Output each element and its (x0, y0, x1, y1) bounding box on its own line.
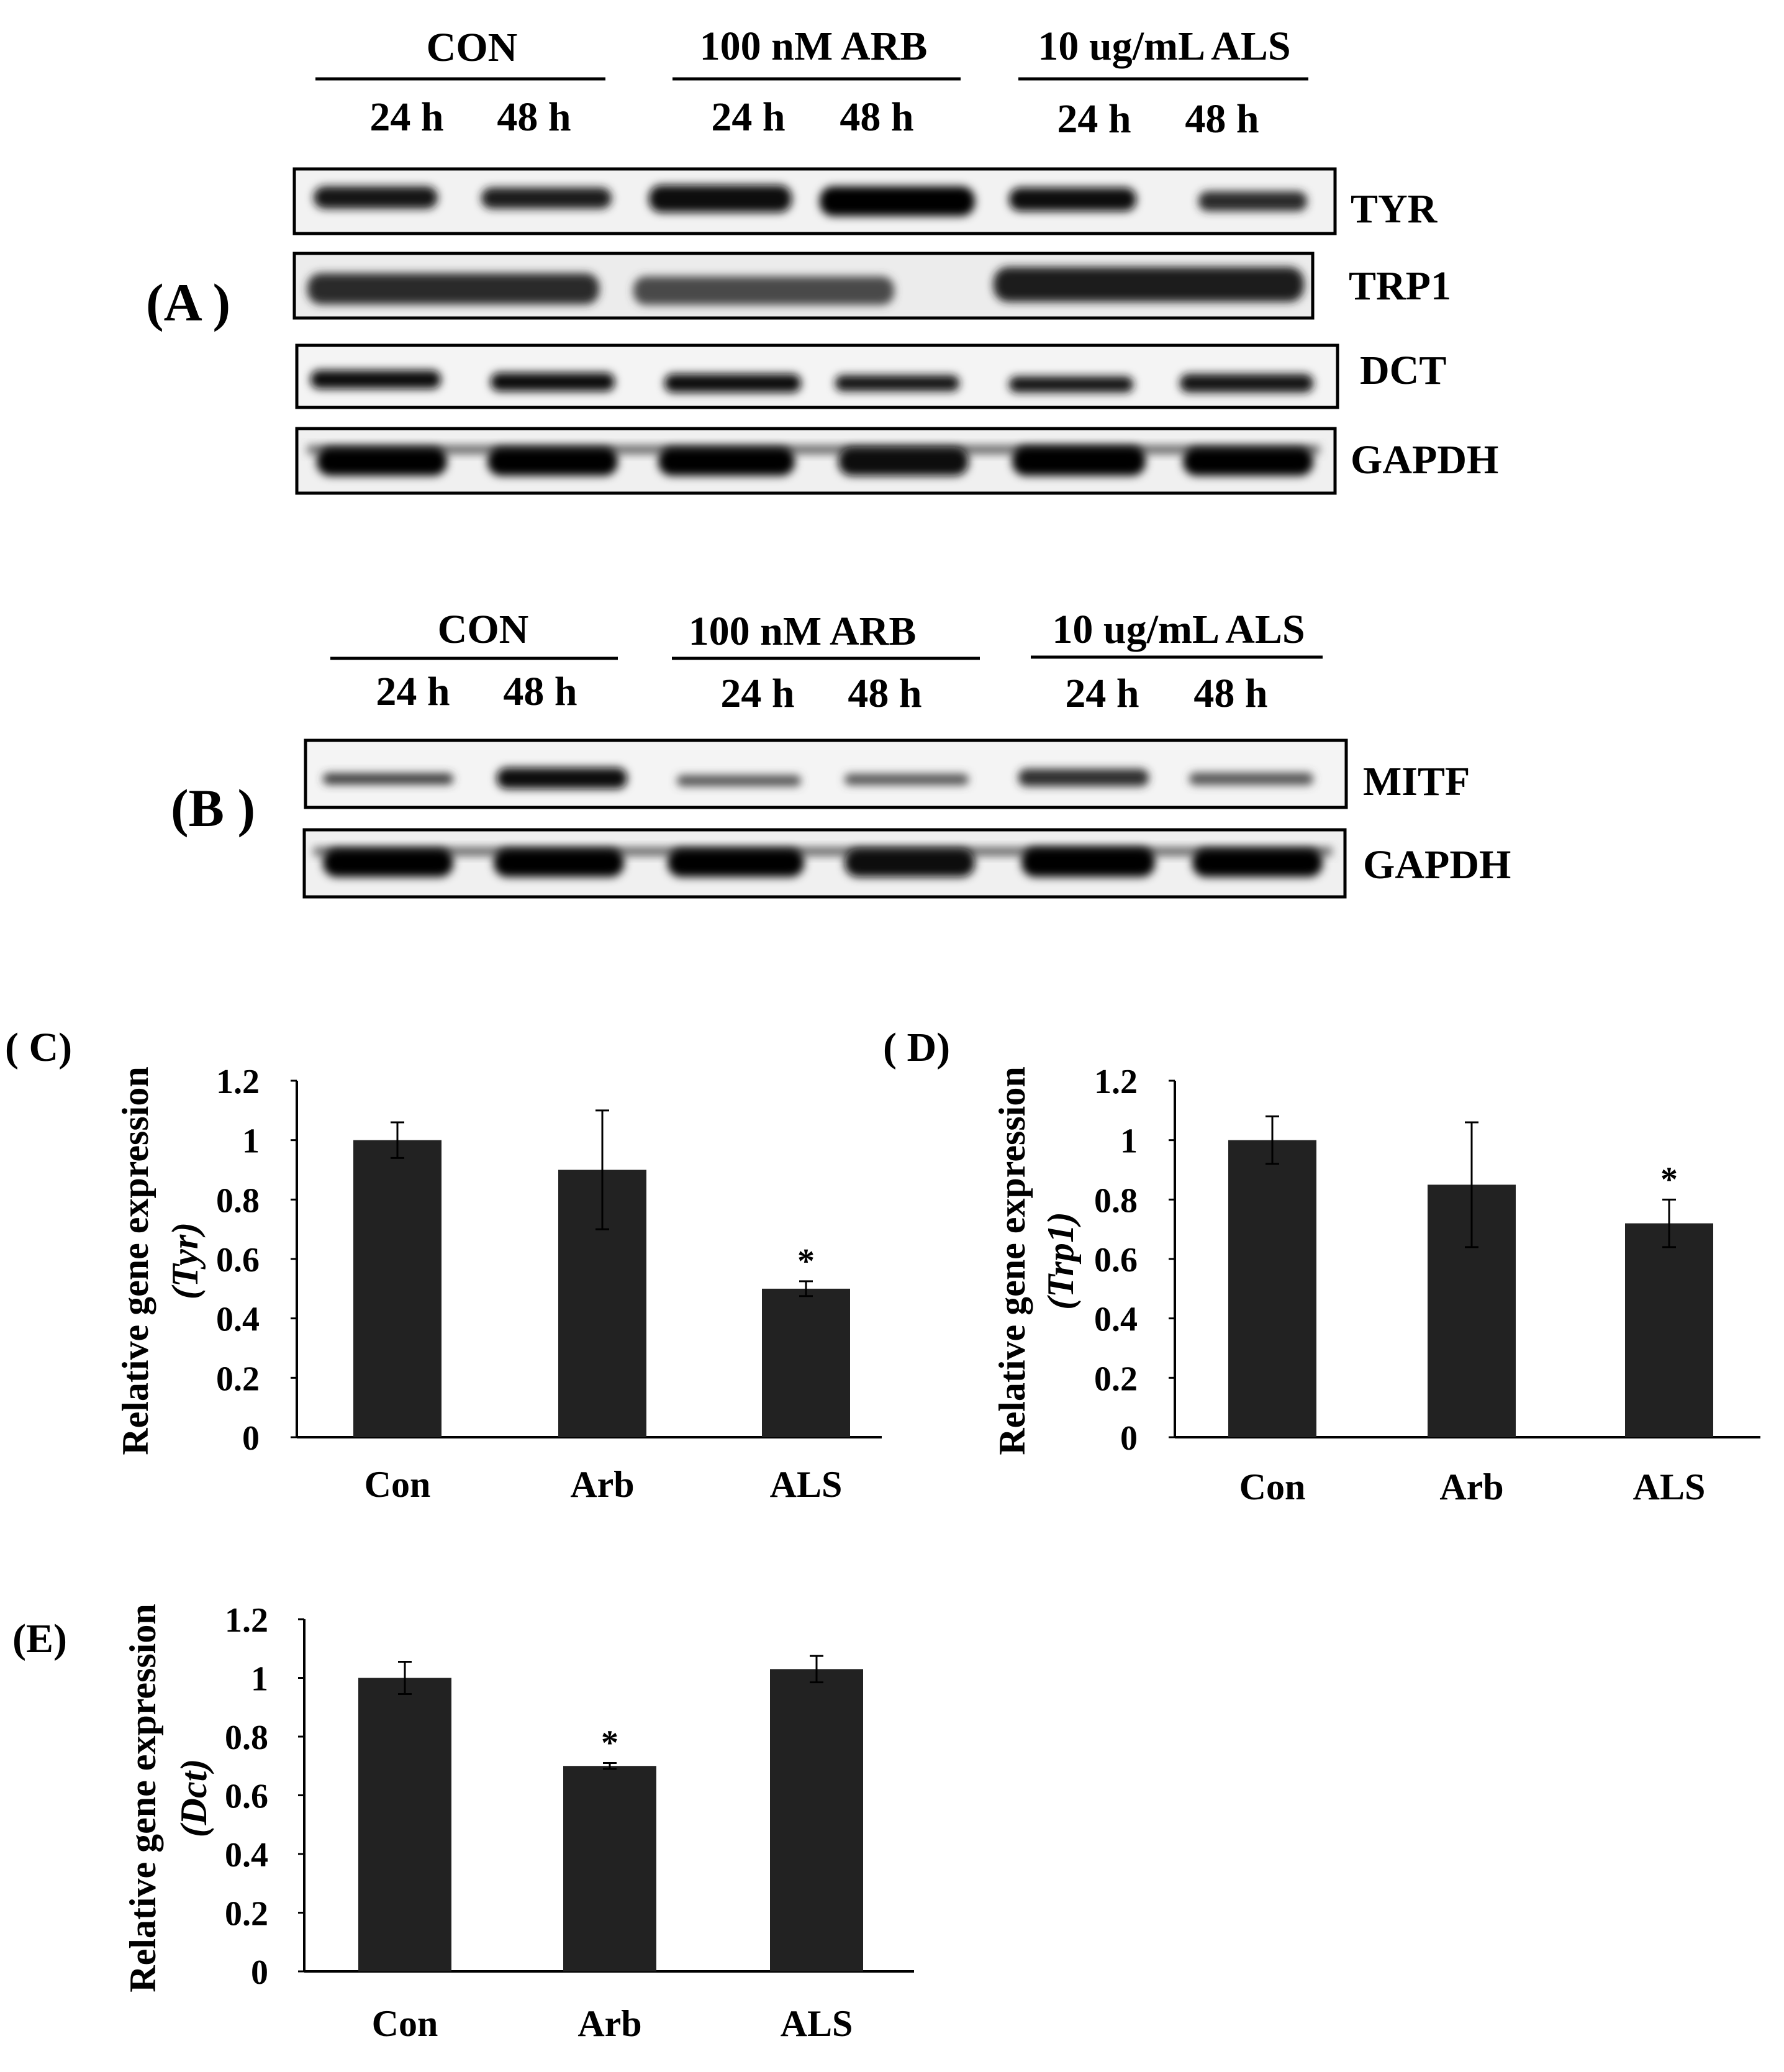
panel-b-time-5: 24 h (1065, 671, 1139, 716)
y-axis-gene-label: (Tyr) (165, 1222, 206, 1299)
y-axis-label: Relative gene expression (122, 1604, 163, 1992)
y-axis-label: Relative gene expression (992, 1066, 1033, 1455)
panel-b-group-als: 10 ug/mL ALS (1052, 607, 1305, 652)
y-tick-label: 0 (251, 1953, 268, 1992)
panel-label: ( C) (5, 1025, 72, 1070)
category-label-arb: Arb (577, 2003, 641, 2044)
blot-gapdh-b (302, 828, 1347, 899)
y-tick-label: 1.2 (225, 1601, 268, 1640)
panel-a-time-5: 24 h (1057, 96, 1131, 142)
y-tick-label: 0.8 (1094, 1181, 1138, 1220)
y-tick-label: 0.8 (216, 1181, 260, 1220)
bar-als (762, 1288, 850, 1437)
blot-label-gapdh-b: GAPDH (1363, 842, 1511, 888)
blot-mitf (304, 738, 1348, 809)
y-tick-label: 0 (242, 1419, 260, 1458)
panel-a: (A ) CON 100 nM ARB 10 ug/mL ALS 24 h 48… (146, 24, 1498, 495)
category-label-con: Con (372, 2003, 438, 2044)
panel-label: ( D) (883, 1025, 950, 1070)
blot-label-tyr: TYR (1351, 186, 1438, 232)
category-label-arb: Arb (1439, 1466, 1503, 1507)
y-tick-label: 0.4 (216, 1301, 260, 1339)
y-axis-label: Relative gene expression (115, 1066, 156, 1455)
panel-b-group-arb: 100 nM ARB (689, 609, 917, 654)
blot-label-gapdh-a: GAPDH (1351, 437, 1498, 483)
y-tick-label: 1 (242, 1122, 260, 1161)
blot-label-mitf: MITF (1363, 759, 1470, 804)
category-label-als: ALS (770, 1464, 843, 1505)
panel-a-group-con: CON (427, 25, 518, 70)
category-label-als: ALS (1633, 1466, 1706, 1507)
panel-b: (B ) CON 100 nM ARB 10 ug/mL ALS 24 h 48… (171, 607, 1511, 899)
y-tick-label: 0.8 (225, 1719, 268, 1757)
panel-a-group-als: 10 ug/mL ALS (1038, 24, 1290, 69)
category-label-con: Con (1239, 1466, 1306, 1507)
blot-gapdh-a (295, 427, 1337, 495)
panel-a-time-2: 48 h (497, 94, 571, 140)
panel-a-time-1: 24 h (369, 94, 443, 140)
blot-tyr (292, 167, 1337, 235)
panel-b-time-3: 24 h (720, 671, 794, 716)
y-tick-label: 0.2 (225, 1895, 268, 1933)
blot-dct (295, 343, 1339, 409)
y-tick-label: 0.2 (216, 1360, 260, 1398)
panel-a-group-arb: 100 nM ARB (700, 24, 928, 69)
y-tick-label: 0 (1120, 1419, 1138, 1458)
y-tick-label: 1.2 (1094, 1063, 1138, 1101)
y-tick-label: 1.2 (216, 1063, 260, 1101)
bar-als (770, 1669, 863, 1971)
y-tick-label: 0.6 (1094, 1241, 1138, 1279)
chart-e: (E) 0 0.2 0.4 0.6 0.8 1 1.2 Relative gene expres… (12, 1601, 914, 2044)
y-tick-label: 1 (1120, 1122, 1138, 1161)
y-tick-label: 1 (251, 1660, 268, 1699)
y-tick-label: 0.4 (225, 1836, 268, 1874)
bar-arb (563, 1766, 656, 1971)
y-tick-label: 0.2 (1094, 1360, 1138, 1398)
panel-b-time-4: 48 h (848, 671, 921, 716)
y-axis-gene-label: (Dct) (173, 1759, 214, 1838)
category-label-con: Con (364, 1464, 431, 1505)
significance-marker: * (601, 1724, 618, 1763)
panel-b-time-1: 24 h (376, 669, 450, 714)
panel-a-time-4: 48 h (840, 94, 913, 140)
y-tick-label: 0.6 (225, 1778, 268, 1816)
blot-label-trp1: TRP1 (1349, 263, 1451, 309)
blot-trp1 (292, 252, 1315, 320)
significance-marker: * (1660, 1160, 1678, 1199)
panel-label: (E) (12, 1616, 67, 1661)
panel-a-time-6: 48 h (1185, 96, 1259, 142)
chart-c: ( C) 0 0.2 0.4 0.6 0.8 1 1.2 Relative gene expre… (5, 1025, 882, 1505)
chart-d: ( D) 0 0.2 0.4 0.6 0.8 1 1.2 Relative gene expre… (883, 1025, 1760, 1507)
y-tick-label: 0.6 (216, 1241, 260, 1279)
category-label-arb: Arb (570, 1464, 634, 1505)
bar-con (358, 1678, 451, 1971)
category-label-als: ALS (781, 2003, 853, 2044)
y-tick-label: 0.4 (1094, 1301, 1138, 1339)
panel-b-label: (B ) (171, 778, 255, 838)
panel-b-group-con: CON (438, 607, 529, 652)
y-axis-gene-label: (Trp1) (1040, 1212, 1081, 1310)
panel-a-time-3: 24 h (711, 94, 785, 140)
panel-b-time-2: 48 h (503, 669, 577, 714)
panel-a-label: (A ) (146, 273, 230, 332)
bar-con (1228, 1140, 1316, 1437)
significance-marker: * (797, 1242, 815, 1281)
bar-als (1625, 1223, 1713, 1437)
bar-con (353, 1140, 441, 1437)
panel-b-time-6: 48 h (1193, 671, 1267, 716)
blot-label-dct: DCT (1360, 348, 1446, 393)
